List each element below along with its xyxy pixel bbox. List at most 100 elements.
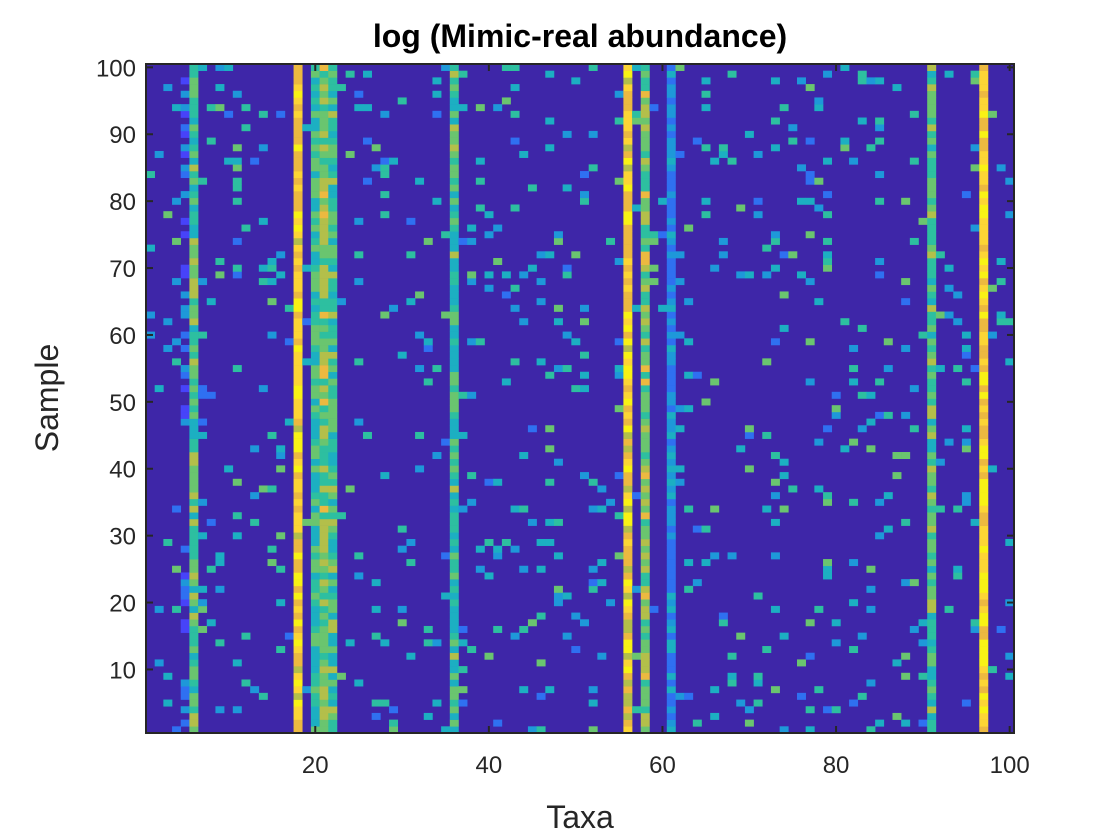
heatmap-cell: [770, 552, 780, 560]
heatmap-cell: [180, 298, 190, 306]
heatmap-cell: [284, 304, 294, 312]
heatmap-cell: [467, 498, 477, 506]
heatmap-cell: [189, 572, 199, 580]
heatmap-cell: [588, 130, 598, 138]
heatmap-cell: [623, 251, 633, 259]
heatmap-cell: [319, 258, 329, 265]
heatmap-cell: [206, 391, 216, 399]
heatmap-cell: [927, 505, 937, 513]
heatmap-cell: [770, 77, 780, 85]
heatmap-cell: [328, 411, 338, 419]
heatmap-cell: [623, 472, 633, 480]
heatmap-cell: [979, 64, 989, 71]
heatmap-cell: [241, 632, 251, 640]
heatmap-cell: [623, 405, 633, 413]
heatmap-cell: [510, 632, 520, 640]
heatmap-cell: [866, 605, 876, 613]
heatmap-cell: [449, 686, 459, 694]
heatmap-cell: [319, 124, 329, 132]
heatmap-cell: [293, 358, 303, 366]
heatmap-cell: [441, 438, 451, 446]
heatmap-cell: [267, 485, 277, 493]
heatmap-cell: [328, 344, 338, 352]
heatmap-cell: [640, 538, 650, 546]
heatmap-cell: [979, 351, 989, 359]
heatmap-cell: [675, 425, 685, 433]
heatmap-cell: [180, 625, 190, 633]
heatmap-cell: [961, 445, 971, 453]
heatmap-cell: [354, 679, 364, 687]
heatmap-cell: [640, 231, 650, 239]
heatmap-cell: [927, 97, 937, 105]
heatmap-cell: [640, 351, 650, 359]
heatmap-cell: [675, 278, 685, 286]
heatmap-cell: [666, 124, 676, 132]
heatmap-cell: [927, 692, 937, 700]
heatmap-cell: [623, 619, 633, 627]
heatmap-cell: [293, 278, 303, 286]
heatmap-cell: [849, 344, 859, 352]
heatmap-cell: [310, 184, 320, 192]
heatmap-cell: [180, 311, 190, 319]
heatmap-cell: [1005, 318, 1015, 326]
heatmap-cell: [189, 90, 199, 98]
heatmap-cell: [371, 712, 381, 720]
heatmap-cell: [146, 171, 155, 179]
heatmap-cell: [979, 585, 989, 593]
heatmap-cell: [823, 237, 833, 245]
heatmap-cell: [180, 632, 190, 640]
heatmap-cell: [449, 478, 459, 486]
heatmap-cell: [224, 64, 234, 71]
heatmap-cell: [927, 211, 937, 219]
heatmap-cell: [319, 485, 329, 493]
heatmap-cell: [501, 271, 511, 279]
heatmap-cell: [666, 545, 676, 553]
heatmap-cell: [328, 431, 338, 439]
heatmap-cell: [189, 284, 199, 292]
heatmap-cell: [623, 197, 633, 205]
heatmap-cell: [927, 244, 937, 252]
heatmap-cell: [293, 525, 303, 533]
heatmap-cell: [215, 552, 225, 560]
heatmap-cell: [449, 425, 459, 433]
heatmap-cell: [293, 518, 303, 526]
heatmap-cell: [979, 137, 989, 145]
heatmap-cell: [866, 585, 876, 593]
heatmap-cell: [666, 137, 676, 145]
heatmap-cell: [449, 485, 459, 493]
heatmap-cell: [449, 291, 459, 299]
heatmap-cell: [449, 264, 459, 272]
heatmap-cell: [189, 311, 199, 319]
heatmap-cell: [293, 405, 303, 413]
heatmap-cell: [927, 231, 937, 239]
heatmap-cell: [666, 324, 676, 332]
heatmap-cell: [623, 478, 633, 486]
heatmap-cell: [319, 97, 329, 105]
heatmap-cell: [927, 264, 937, 272]
heatmap-cell: [623, 438, 633, 446]
heatmap-cell: [961, 498, 971, 506]
heatmap-cell: [310, 90, 320, 98]
heatmap-cell: [823, 565, 833, 573]
heatmap-cell: [319, 512, 329, 520]
heatmap-cell: [449, 150, 459, 158]
heatmap-cell: [623, 632, 633, 640]
heatmap-cell: [232, 144, 242, 152]
heatmap-cell: [293, 472, 303, 480]
heatmap-cell: [927, 84, 937, 92]
heatmap-cell: [562, 130, 572, 138]
heatmap-cell: [640, 291, 650, 299]
heatmap-cell: [189, 385, 199, 393]
heatmap-cell: [328, 405, 338, 413]
heatmap-cell: [927, 712, 937, 720]
heatmap-cell: [189, 405, 199, 413]
heatmap-cell: [710, 378, 720, 386]
heatmap-cell: [380, 164, 390, 172]
heatmap-cell: [449, 565, 459, 573]
heatmap-cell: [232, 264, 242, 272]
heatmap-cell: [797, 197, 806, 205]
heatmap-cell: [319, 498, 329, 506]
heatmap-cell: [232, 164, 242, 172]
heatmap-cell: [640, 672, 650, 680]
heatmap-cell: [198, 418, 208, 426]
